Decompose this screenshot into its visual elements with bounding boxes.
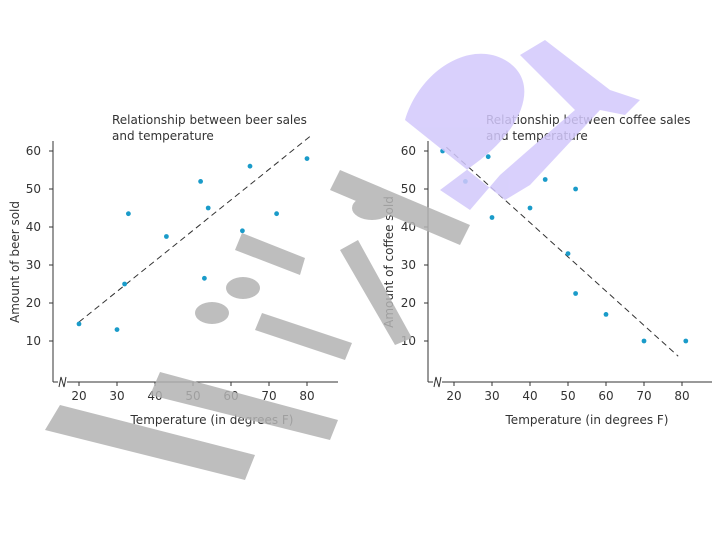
coffee-x-tick-label: 20: [446, 389, 461, 403]
coffee-sales-chart: Relationship between coffee sales and te…: [382, 113, 712, 427]
coffee-chart-y-axis-label: Amount of coffee sold: [382, 196, 396, 328]
coffee-axis-break-mark: [433, 376, 442, 388]
coffee-x-tick-label: 80: [674, 389, 689, 403]
beer-data-point: [205, 205, 211, 211]
beer-data-point: [274, 211, 279, 217]
coffee-chart-x-axis-label: Temperature (in degrees F): [505, 413, 669, 427]
coffee-data-point: [683, 338, 689, 344]
coffee-y-tick-label: 60: [401, 144, 416, 158]
coffee-chart-title-line2: and temperature: [486, 129, 588, 143]
coffee-x-tick-label: 30: [484, 389, 499, 403]
coffee-data-point: [542, 177, 548, 182]
beer-data-point: [164, 234, 169, 239]
coffee-y-tick-label: 40: [401, 220, 416, 234]
coffee-data-point: [489, 215, 495, 220]
coffee-trend-line: [446, 146, 679, 357]
beer-data-point: [122, 281, 127, 287]
beer-y-tick-label: 50: [26, 182, 41, 196]
beer-data-point: [76, 321, 82, 327]
coffee-data-point: [527, 205, 533, 211]
beer-x-tick-label: 30: [109, 389, 124, 403]
beer-chart-title-line1: Relationship between beer sales: [112, 113, 307, 127]
coffee-x-tick-label: 70: [636, 389, 651, 403]
beer-data-point: [125, 211, 131, 217]
coffee-data-point: [603, 312, 609, 317]
beer-x-tick-label: 40: [147, 389, 162, 403]
beer-chart-y-axis-label: Amount of beer sold: [8, 201, 22, 323]
beer-x-tick-label: 20: [71, 389, 86, 403]
coffee-y-tick-label: 30: [401, 258, 416, 272]
beer-y-tick-label: 30: [26, 258, 41, 272]
coffee-x-tick-label: 60: [598, 389, 613, 403]
coffee-data-point: [565, 251, 571, 256]
beer-x-tick-label: 50: [185, 389, 200, 403]
coffee-data-point: [463, 179, 468, 184]
beer-chart-x-axis-label: Temperature (in degrees F): [130, 413, 294, 427]
coffee-data-point: [440, 148, 445, 154]
coffee-y-tick-label: 10: [401, 334, 416, 348]
beer-data-point: [114, 327, 120, 332]
coffee-chart-title-line1: Relationship between coffee sales: [486, 113, 691, 127]
beer-chart-title-line2: and temperature: [112, 129, 214, 143]
beer-axis-break-mark: [58, 376, 67, 388]
beer-data-point: [304, 156, 310, 162]
coffee-x-tick-label: 40: [522, 389, 537, 403]
beer-data-point: [202, 275, 207, 281]
beer-y-tick-label: 60: [26, 144, 41, 158]
coffee-x-tick-label: 50: [560, 389, 575, 403]
beer-x-tick-label: 80: [299, 389, 314, 403]
beer-x-tick-label: 70: [261, 389, 276, 403]
coffee-data-point: [573, 186, 578, 192]
beer-y-tick-label: 20: [26, 296, 41, 310]
coffee-data-point: [641, 338, 647, 344]
coffee-y-tick-label: 50: [401, 182, 416, 196]
coffee-data-point: [485, 154, 491, 160]
beer-y-tick-label: 10: [26, 334, 41, 348]
beer-y-tick-label: 40: [26, 220, 41, 234]
coffee-data-point: [573, 291, 578, 296]
coffee-y-tick-label: 20: [401, 296, 416, 310]
beer-trend-line: [78, 135, 312, 323]
beer-data-point: [240, 228, 245, 234]
beer-sales-chart: Relationship between beer sales and temp…: [8, 113, 338, 427]
beer-x-tick-label: 60: [223, 389, 238, 403]
beer-data-point: [198, 179, 204, 184]
beer-data-point: [247, 163, 253, 169]
